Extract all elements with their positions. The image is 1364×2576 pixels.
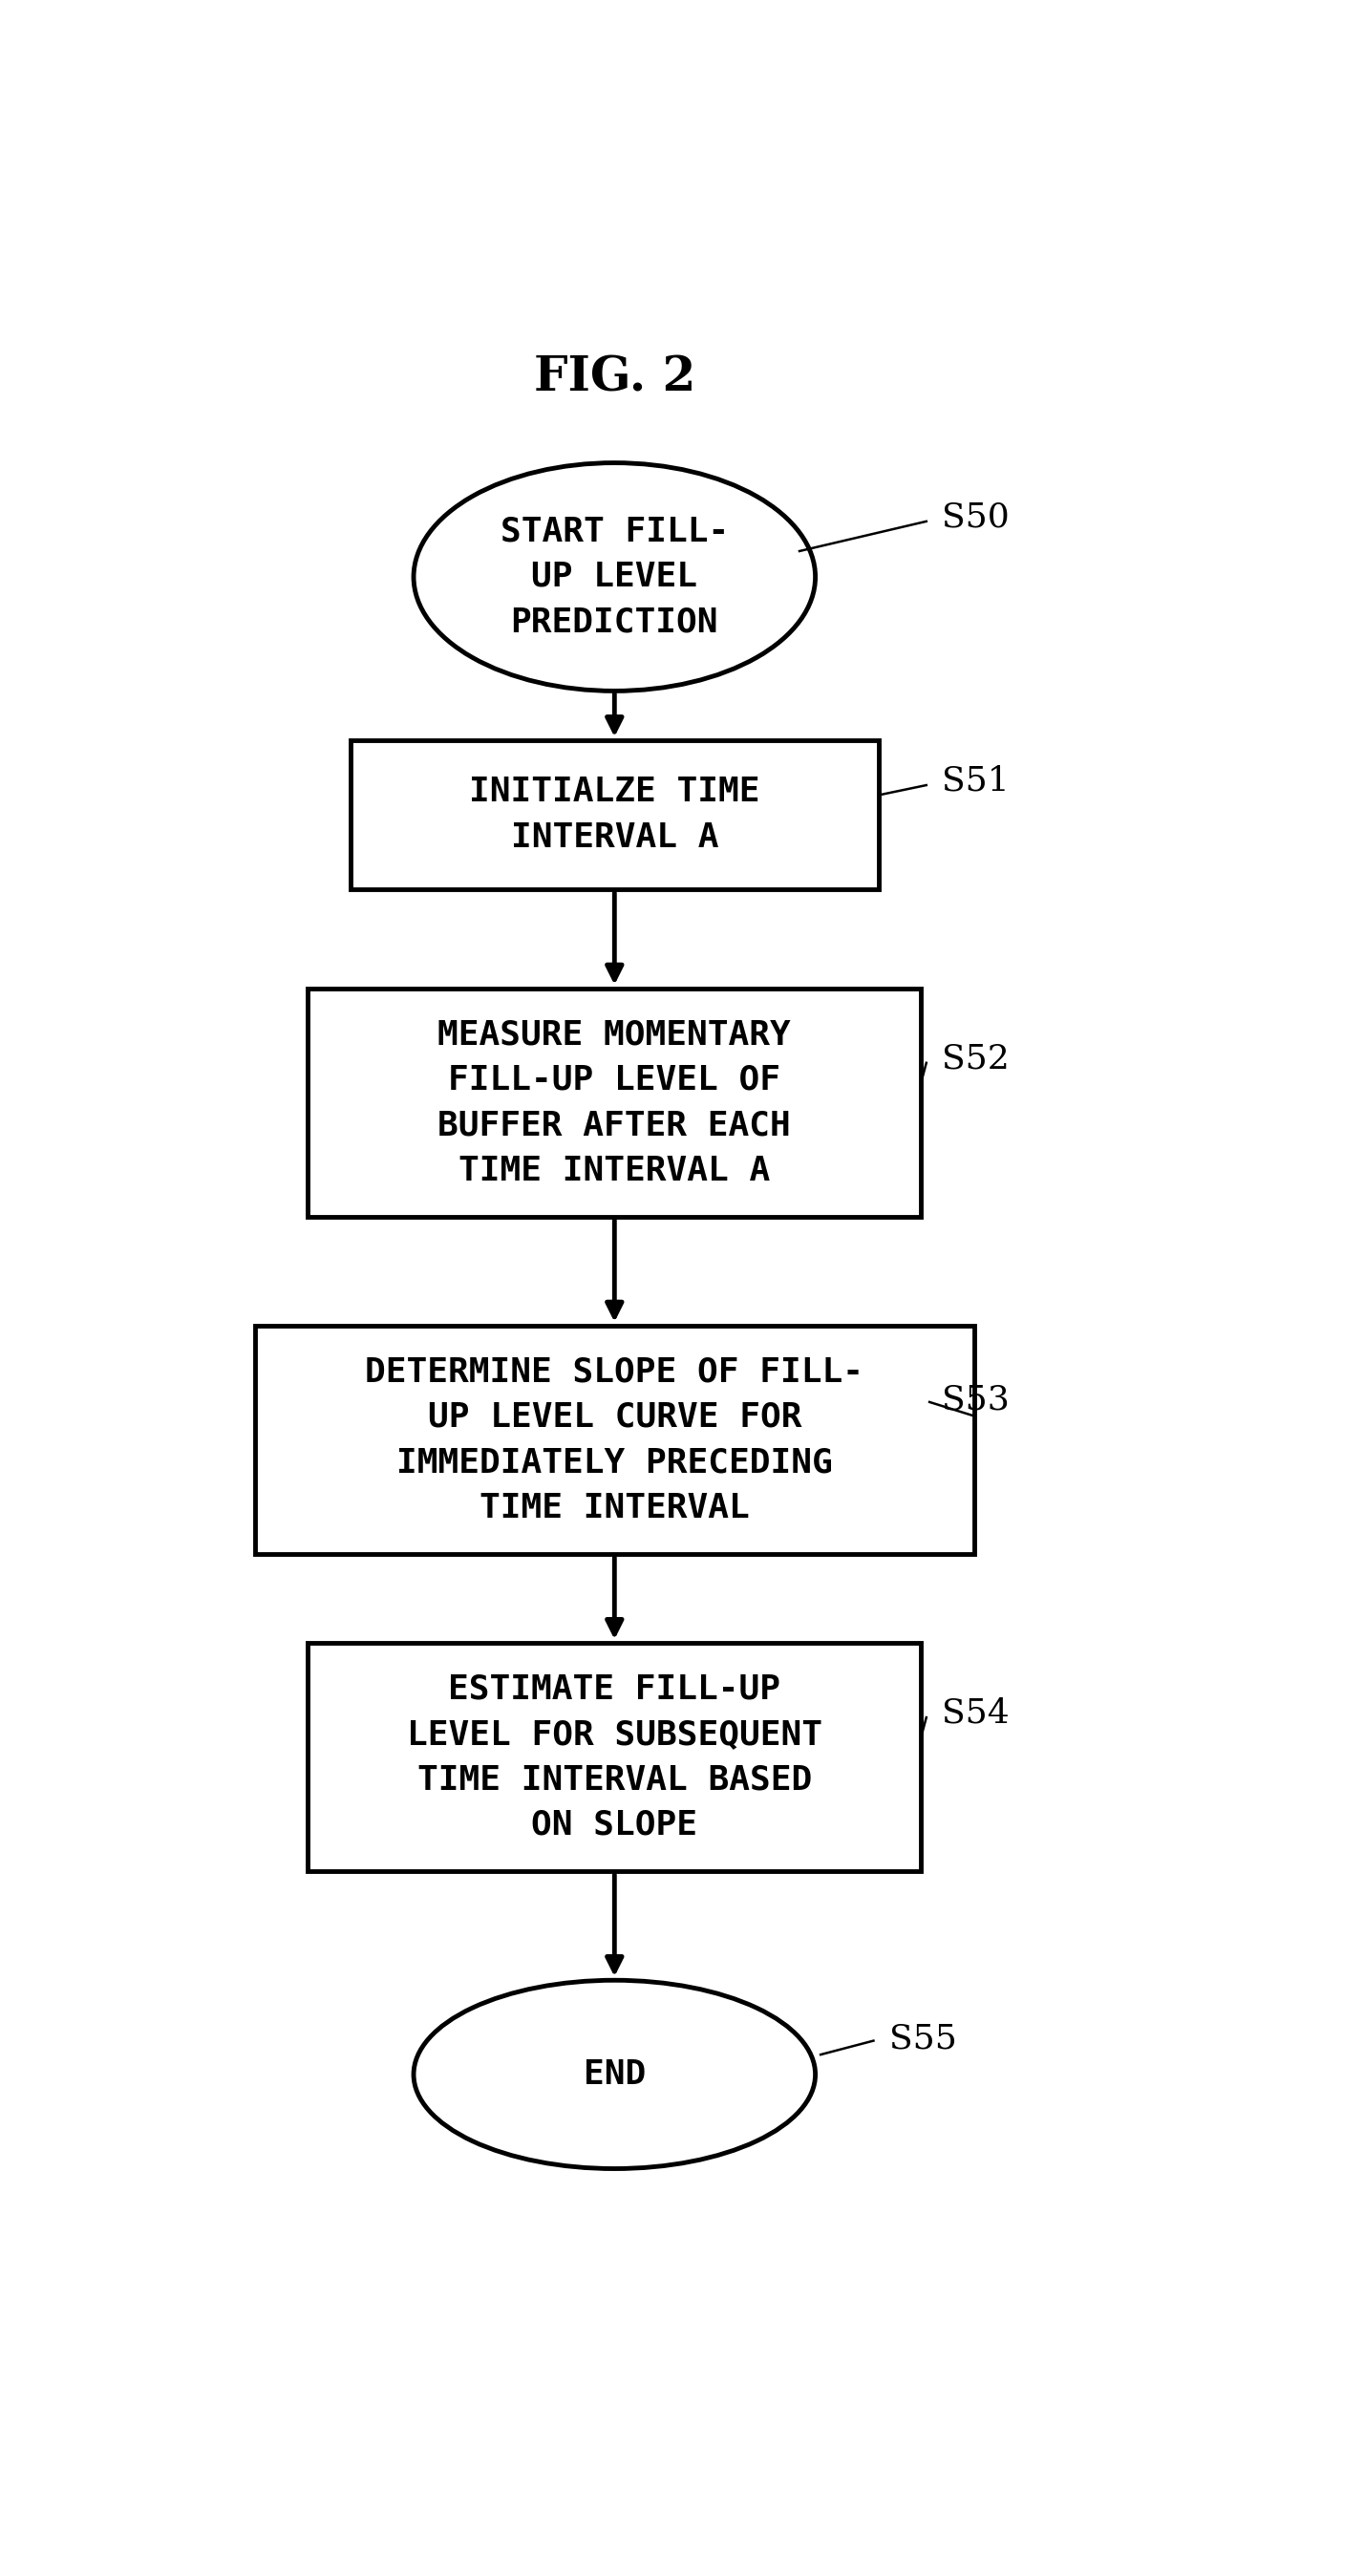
Text: START FILL-
UP LEVEL
PREDICTION: START FILL- UP LEVEL PREDICTION: [501, 515, 728, 639]
FancyBboxPatch shape: [255, 1327, 974, 1553]
FancyBboxPatch shape: [308, 1643, 921, 1870]
FancyBboxPatch shape: [351, 739, 878, 889]
Text: S53: S53: [943, 1383, 1009, 1417]
Text: S55: S55: [889, 2022, 958, 2056]
Text: FIG. 2: FIG. 2: [533, 355, 696, 402]
Text: S54: S54: [943, 1698, 1009, 1728]
Text: INITIALZE TIME
INTERVAL A: INITIALZE TIME INTERVAL A: [469, 775, 760, 853]
Text: MEASURE MOMENTARY
FILL-UP LEVEL OF
BUFFER AFTER EACH
TIME INTERVAL A: MEASURE MOMENTARY FILL-UP LEVEL OF BUFFE…: [438, 1018, 791, 1188]
Text: ESTIMATE FILL-UP
LEVEL FOR SUBSEQUENT
TIME INTERVAL BASED
ON SLOPE: ESTIMATE FILL-UP LEVEL FOR SUBSEQUENT TI…: [406, 1672, 822, 1842]
Text: DETERMINE SLOPE OF FILL-
UP LEVEL CURVE FOR
IMMEDIATELY PRECEDING
TIME INTERVAL: DETERMINE SLOPE OF FILL- UP LEVEL CURVE …: [366, 1355, 863, 1525]
Text: S51: S51: [943, 765, 1009, 799]
FancyBboxPatch shape: [308, 989, 921, 1216]
Text: END: END: [584, 2058, 645, 2092]
Ellipse shape: [413, 464, 816, 690]
Text: S50: S50: [943, 502, 1009, 533]
Ellipse shape: [413, 1981, 816, 2169]
Text: S52: S52: [943, 1043, 1009, 1074]
